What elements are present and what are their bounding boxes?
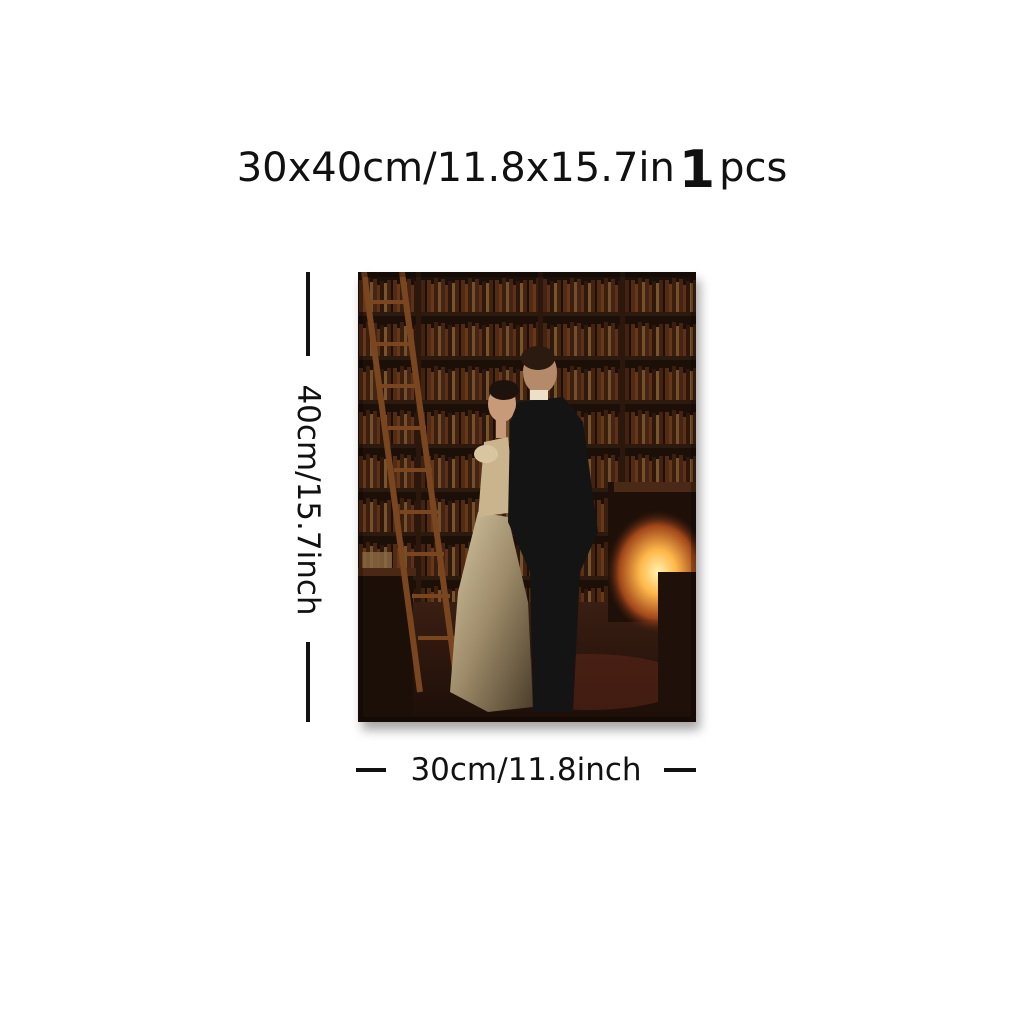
width-dimension-label: 30cm/11.8inch: [410, 752, 642, 788]
desk: [358, 572, 413, 722]
woman-figure: [450, 380, 533, 712]
size-text: 30x40cm/11.8x15.7in: [236, 145, 675, 191]
product-size-title: 30x40cm/11.8x15.7in1 pcs: [0, 136, 1024, 200]
quantity-unit: pcs: [719, 145, 788, 191]
library-ladder: [361, 272, 461, 693]
chair: [658, 572, 696, 702]
width-dimension-bar-left: [356, 768, 386, 772]
canvas-print: [358, 272, 696, 722]
height-dimension-bar-bottom: [306, 642, 310, 722]
height-dimension-bar-top: [306, 272, 310, 356]
library-couple-artwork: [358, 272, 696, 722]
height-dimension-label: 40cm/15.7inch: [290, 384, 326, 616]
width-dimension-bar-right: [664, 768, 696, 772]
quantity-number: 1: [678, 140, 716, 200]
man-figure: [508, 346, 598, 712]
